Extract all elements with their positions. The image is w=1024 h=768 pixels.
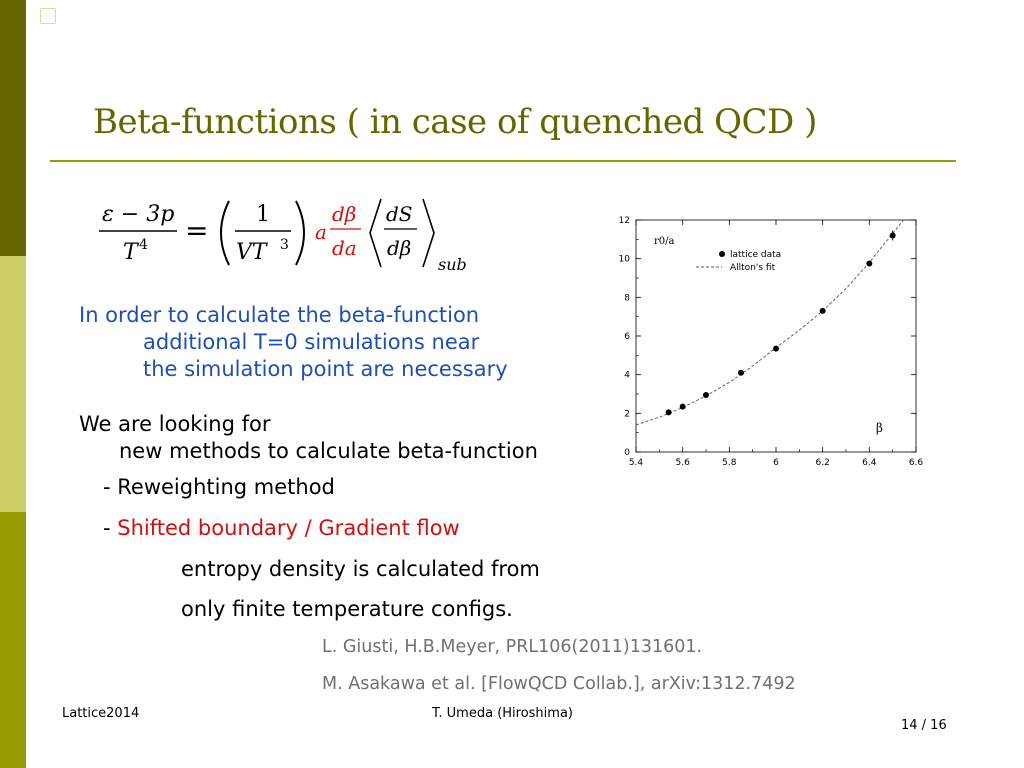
list-item-shifted-boundary: - Shifted boundary / Gradient flow: [103, 516, 460, 540]
sidebar-band-top: [0, 0, 26, 256]
corner-decoration: [40, 8, 56, 24]
reference-2: M. Asakawa et al. [FlowQCD Collab.], arX…: [322, 674, 796, 694]
y-tick-label: 6: [624, 332, 630, 342]
sidebar-band-bottom: [0, 512, 26, 768]
list-item-reweighting: - Reweighting method: [103, 475, 335, 499]
data-point: [738, 369, 744, 376]
formula-lhs-denominator: T: [123, 240, 140, 265]
x-tick-label: 6: [773, 458, 779, 468]
y-tick-label: 8: [624, 293, 630, 303]
x-axis-label: β: [876, 421, 883, 435]
formula-lhs-exponent: 4: [139, 237, 148, 253]
highlighted-method: Shifted boundary / Gradient flow: [117, 516, 460, 540]
formula-subscript: sub: [438, 255, 467, 274]
x-tick-label: 5.6: [676, 458, 691, 468]
sidebar-band-middle: [0, 256, 26, 512]
data-point: [889, 232, 896, 239]
legend-marker-lattice-data: [719, 251, 725, 257]
formula-factor-numerator: 1: [256, 202, 270, 227]
y-tick-label: 0: [624, 448, 630, 458]
slide-title: Beta-functions ( in case of quenched QCD…: [93, 102, 817, 142]
text-line-4: We are looking for: [79, 412, 271, 436]
r0-vs-beta-chart: 5.4 5.6 5.8 6 6.2 6.4 6.6 0 2 4 6 8 10 12 r0/a β lattice…: [619, 216, 924, 468]
footer-author: T. Umeda (Hiroshima): [432, 706, 573, 721]
x-tick-label: 5.4: [629, 458, 644, 468]
data-point: [665, 409, 672, 416]
data-point: [679, 403, 686, 410]
footer-conference: Lattice2014: [62, 706, 140, 721]
y-tick-label: 12: [619, 216, 630, 226]
y-axis-label: r0/a: [654, 236, 675, 247]
formula-lhs-numerator: ε − 3p: [102, 202, 174, 227]
entropy-formula: ε − 3p T 4 = 1 VT 3 a dβ da dS dβ sub: [99, 198, 467, 274]
formula-a: a: [315, 220, 327, 244]
formula-dbeta-numerator: dβ: [332, 202, 356, 226]
y-tick-label: 2: [624, 409, 630, 419]
text-line-7: only finite temperature configs.: [181, 597, 513, 621]
formula-equals: =: [185, 214, 208, 247]
title-divider: [50, 160, 956, 162]
fit-curve: [636, 220, 905, 426]
formula-ds-numerator: dS: [386, 202, 413, 226]
text-line-2: additional T=0 simulations near: [143, 330, 480, 354]
text-line-6: entropy density is calculated from: [181, 557, 540, 581]
x-tick-label: 6.2: [816, 458, 830, 468]
x-tick-label: 6.4: [862, 458, 877, 468]
legend-label-lattice-data: lattice data: [730, 250, 781, 260]
y-tick-label: 10: [619, 255, 631, 265]
data-point: [773, 345, 779, 352]
y-tick-label: 4: [624, 371, 630, 381]
data-point: [866, 260, 873, 267]
x-tick-label: 6.6: [909, 458, 924, 468]
data-point: [819, 307, 826, 314]
text-line-5: new methods to calculate beta-function: [119, 439, 538, 463]
data-point: [703, 391, 709, 398]
legend-label-fit: Allton's fit: [730, 263, 776, 273]
formula-factor-denominator: VT: [236, 240, 269, 265]
list-dash: -: [103, 516, 118, 540]
reference-1: L. Giusti, H.B.Meyer, PRL106(2011)131601…: [322, 637, 703, 657]
text-line-3: the simulation point are necessary: [143, 357, 508, 381]
x-tick-label: 5.8: [722, 458, 737, 468]
formula-factor-exponent: 3: [280, 237, 289, 253]
formula-dbeta-denominator: da: [332, 236, 357, 260]
page-number: 14 / 16: [901, 718, 947, 733]
text-line-1: In order to calculate the beta-function: [79, 303, 480, 327]
formula-ds-denominator: dβ: [387, 236, 411, 260]
